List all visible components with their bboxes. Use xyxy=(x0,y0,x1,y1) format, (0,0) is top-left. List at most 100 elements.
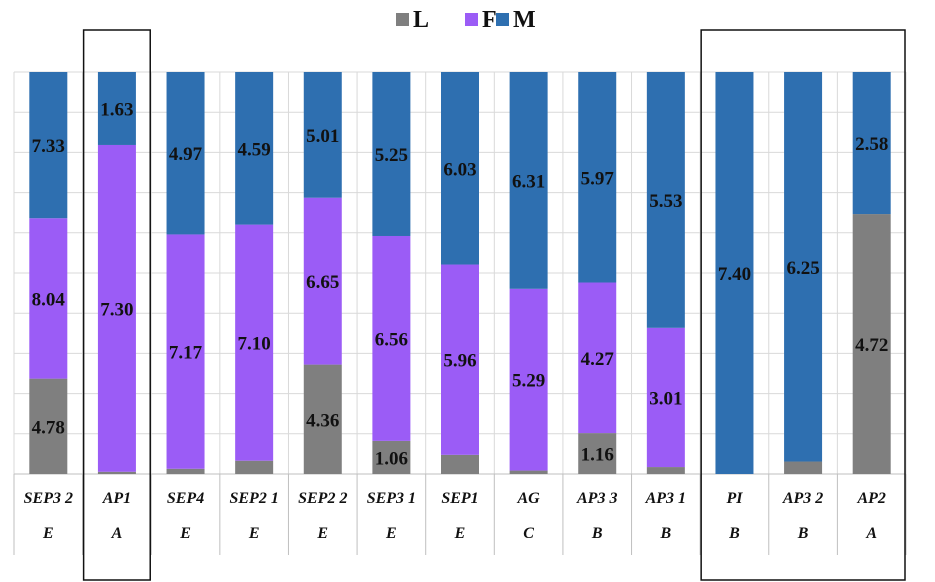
bars xyxy=(29,72,891,474)
x-tick-group-11: B xyxy=(797,525,809,542)
data-label-F-5: 6.56 xyxy=(375,329,408,350)
legend-swatch-F xyxy=(465,13,478,26)
legend-label-L: L xyxy=(413,7,429,33)
x-tick-group-4: E xyxy=(316,525,328,542)
data-label-M-1: 1.63 xyxy=(100,99,133,120)
bar-segment-F-1 xyxy=(97,144,136,472)
bar-segment-M-12 xyxy=(852,72,891,215)
legend-label-F: F xyxy=(482,7,497,33)
x-tick-label-5: SEP3 1 xyxy=(367,490,416,507)
bar-segment-F-2 xyxy=(166,234,205,469)
x-tick-group-7: C xyxy=(523,525,534,542)
data-label-M-6: 6.03 xyxy=(443,159,476,180)
bar-segment-F-6 xyxy=(441,264,479,455)
x-tick-group-2: E xyxy=(179,525,191,542)
x-tick-group-0: E xyxy=(42,525,54,542)
x-tick-label-1: AP1 xyxy=(102,490,131,507)
x-tick-label-4: SEP2 2 xyxy=(298,490,347,507)
data-label-M-3: 4.59 xyxy=(238,139,271,160)
bar-segment-L-2 xyxy=(166,468,205,474)
x-tick-group-8: B xyxy=(591,525,603,542)
gridlines xyxy=(13,71,907,555)
x-tick-group-5: E xyxy=(385,525,397,542)
x-tick-label-6: SEP1 xyxy=(441,490,478,507)
data-label-F-0: 8.04 xyxy=(32,289,66,310)
data-label-L-5: 1.06 xyxy=(375,448,408,469)
bar-segment-M-9 xyxy=(646,72,685,328)
x-tick-group-6: E xyxy=(454,525,466,542)
bar-segment-M-0 xyxy=(29,72,68,219)
x-tick-label-12: AP2 xyxy=(856,490,885,507)
legend-swatch-L xyxy=(396,13,409,26)
data-labels: 4.78 8.04 7.33 7.30 1.63 7.17 4.97 7.10 4.59 4.36… xyxy=(32,99,889,469)
data-label-M-8: 5.97 xyxy=(581,168,615,189)
highlight-box-1 xyxy=(700,29,906,581)
data-label-L-4: 4.36 xyxy=(306,410,339,431)
bar-segment-M-6 xyxy=(441,72,479,265)
bar-segment-L-3 xyxy=(235,460,274,474)
data-label-M-4: 5.01 xyxy=(306,126,339,147)
bar-segment-M-1 xyxy=(97,72,136,145)
data-label-M-7: 6.31 xyxy=(512,171,545,192)
x-tick-group-1: A xyxy=(111,525,123,542)
bar-segment-F-8 xyxy=(578,282,617,434)
bar-segment-F-7 xyxy=(509,288,548,471)
data-label-F-6: 5.96 xyxy=(443,351,476,372)
bar-segment-L-4 xyxy=(303,364,342,474)
x-axis: SEP3 2 E AP1 A SEP4 E SEP2 1 E SEP2 2 E SEP3 1 E SEP… xyxy=(24,490,886,542)
x-tick-label-2: SEP4 xyxy=(167,490,204,507)
x-tick-group-3: E xyxy=(248,525,260,542)
data-label-M-2: 4.97 xyxy=(169,144,203,165)
bar-segment-M-2 xyxy=(166,72,205,235)
highlight-box-0 xyxy=(82,29,151,581)
legend-label-M: M xyxy=(513,7,536,33)
bar-segment-M-7 xyxy=(509,72,548,289)
bar-segment-L-11 xyxy=(784,461,823,474)
bar-segment-M-5 xyxy=(372,72,411,236)
bar-segment-F-3 xyxy=(235,224,274,461)
x-tick-label-10: PI xyxy=(725,490,743,507)
x-tick-label-7: AG xyxy=(516,490,540,507)
data-label-F-4: 6.65 xyxy=(306,272,339,293)
x-tick-label-3: SEP2 1 xyxy=(229,490,278,507)
data-label-L-8: 1.16 xyxy=(581,445,614,466)
bar-segment-F-4 xyxy=(303,197,342,365)
bar-segment-L-1 xyxy=(97,471,136,474)
bar-segment-M-10 xyxy=(715,72,754,474)
data-label-F-7: 5.29 xyxy=(512,371,545,392)
x-tick-group-10: B xyxy=(728,525,740,542)
bar-segment-F-5 xyxy=(372,235,411,441)
bar-segment-M-3 xyxy=(235,72,274,225)
bar-segment-L-0 xyxy=(29,378,68,474)
data-label-F-9: 3.01 xyxy=(649,388,682,409)
data-label-F-1: 7.30 xyxy=(100,299,133,320)
data-label-F-8: 4.27 xyxy=(581,349,615,370)
data-label-M-5: 5.25 xyxy=(375,145,408,166)
bar-segment-L-9 xyxy=(646,467,685,474)
bar-segment-L-5 xyxy=(372,440,411,474)
data-label-M-9: 5.53 xyxy=(649,191,682,212)
x-tick-label-11: AP3 2 xyxy=(782,490,823,507)
x-tick-group-9: B xyxy=(660,525,672,542)
data-label-L-12: 4.72 xyxy=(855,335,888,356)
data-label-M-12: 2.58 xyxy=(855,134,888,155)
data-label-M-11: 6.25 xyxy=(786,258,819,279)
bar-segment-M-4 xyxy=(303,72,342,198)
x-tick-label-0: SEP3 2 xyxy=(24,490,73,507)
x-tick-group-12: A xyxy=(865,525,877,542)
bar-segment-F-9 xyxy=(646,327,685,468)
bar-segment-L-12 xyxy=(852,214,891,474)
bar-segment-L-6 xyxy=(441,454,479,474)
x-tick-label-9: AP3 1 xyxy=(645,490,686,507)
data-label-M-0: 7.33 xyxy=(32,136,65,157)
highlight-boxes xyxy=(82,29,906,581)
data-label-M-10: 7.40 xyxy=(718,264,751,285)
bar-segment-F-0 xyxy=(29,218,68,379)
data-label-L-0: 4.78 xyxy=(32,417,65,438)
bar-segment-M-11 xyxy=(784,72,823,462)
legend-swatch-M xyxy=(496,13,509,26)
x-tick-label-8: AP3 3 xyxy=(576,490,617,507)
data-label-F-2: 7.17 xyxy=(169,343,203,364)
